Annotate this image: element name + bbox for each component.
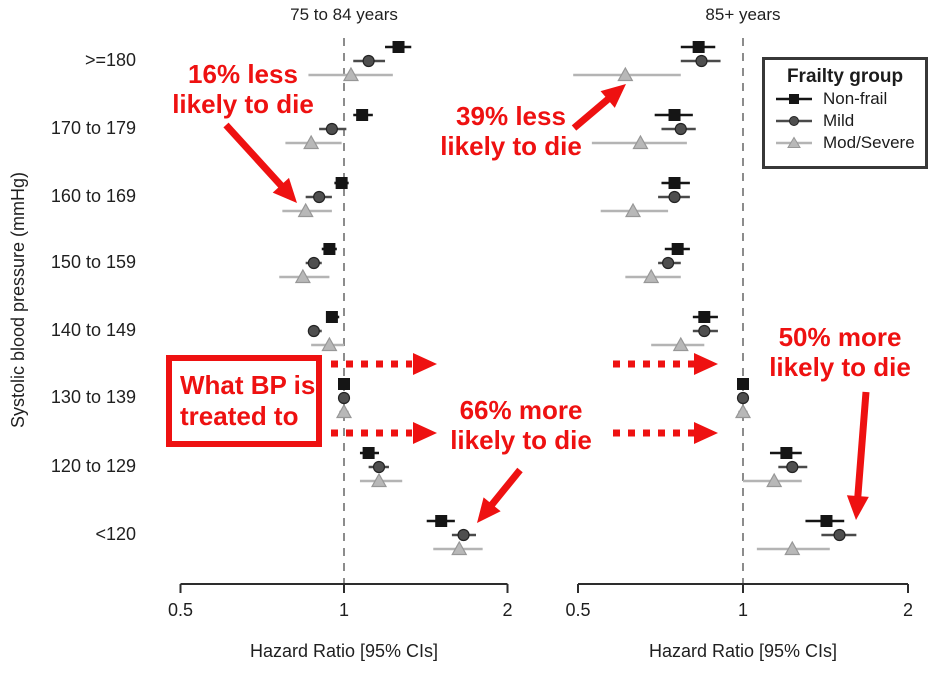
svg-text:Hazard Ratio [95% CIs]: Hazard Ratio [95% CIs] [649, 641, 837, 661]
annotation-16-less: 16% less likely to die [172, 59, 314, 119]
svg-text:130 to 139: 130 to 139 [51, 387, 136, 407]
svg-text:Hazard Ratio [95% CIs]: Hazard Ratio [95% CIs] [250, 641, 438, 661]
annotation-line: 16% less [188, 59, 298, 89]
svg-text:160 to 169: 160 to 169 [51, 186, 136, 206]
annotation-line: 50% more [778, 322, 902, 352]
svg-text:<120: <120 [95, 524, 136, 544]
svg-text:2: 2 [903, 600, 913, 620]
annotation-line: likely to die [440, 131, 582, 161]
legend-item-label: Mild [823, 111, 855, 130]
legend-item-mod-severe: Mod/Severe [765, 132, 925, 154]
annotation-66-more: 66% more likely to die [450, 395, 592, 455]
svg-text:1: 1 [738, 600, 748, 620]
bp-treated-to-callout-box: What BP is treated to [166, 355, 322, 447]
svg-text:>=180: >=180 [85, 50, 136, 70]
annotation-line: likely to die [450, 425, 592, 455]
mod-severe-triangle-icon [776, 136, 812, 148]
svg-text:75 to 84 years: 75 to 84 years [290, 5, 398, 24]
annotation-39-less: 39% less likely to die [440, 101, 582, 161]
svg-text:150 to 159: 150 to 159 [51, 252, 136, 272]
annotation-line: likely to die [172, 89, 314, 119]
legend-item-label: Non-frail [823, 89, 888, 108]
mild-circle-icon [776, 116, 812, 126]
non-frail-square-icon [776, 94, 812, 104]
legend-frailty-group: Frailty group Non-frail Mild Mod/Severe [762, 57, 928, 169]
svg-text:140 to 149: 140 to 149 [51, 320, 136, 340]
annotation-line: likely to die [769, 352, 911, 382]
svg-text:Systolic blood pressure (mmHg): Systolic blood pressure (mmHg) [8, 172, 28, 428]
legend-item-mild: Mild [765, 110, 925, 132]
svg-text:120 to 129: 120 to 129 [51, 456, 136, 476]
svg-text:85+ years: 85+ years [705, 5, 780, 24]
legend-item-non-frail: Non-frail [765, 88, 925, 110]
annotation-line: treated to [180, 401, 299, 431]
svg-text:0.5: 0.5 [565, 600, 590, 620]
legend-title: Frailty group [786, 66, 904, 87]
svg-text:0.5: 0.5 [168, 600, 193, 620]
svg-text:1: 1 [339, 600, 349, 620]
svg-text:2: 2 [502, 600, 512, 620]
annotation-line: 39% less [456, 101, 566, 131]
annotation-line: What BP is [180, 370, 316, 400]
annotation-line: 66% more [459, 395, 583, 425]
svg-text:170 to 179: 170 to 179 [51, 118, 136, 138]
legend-item-label: Mod/Severe [823, 133, 915, 152]
annotation-50-more: 50% more likely to die [769, 322, 911, 382]
